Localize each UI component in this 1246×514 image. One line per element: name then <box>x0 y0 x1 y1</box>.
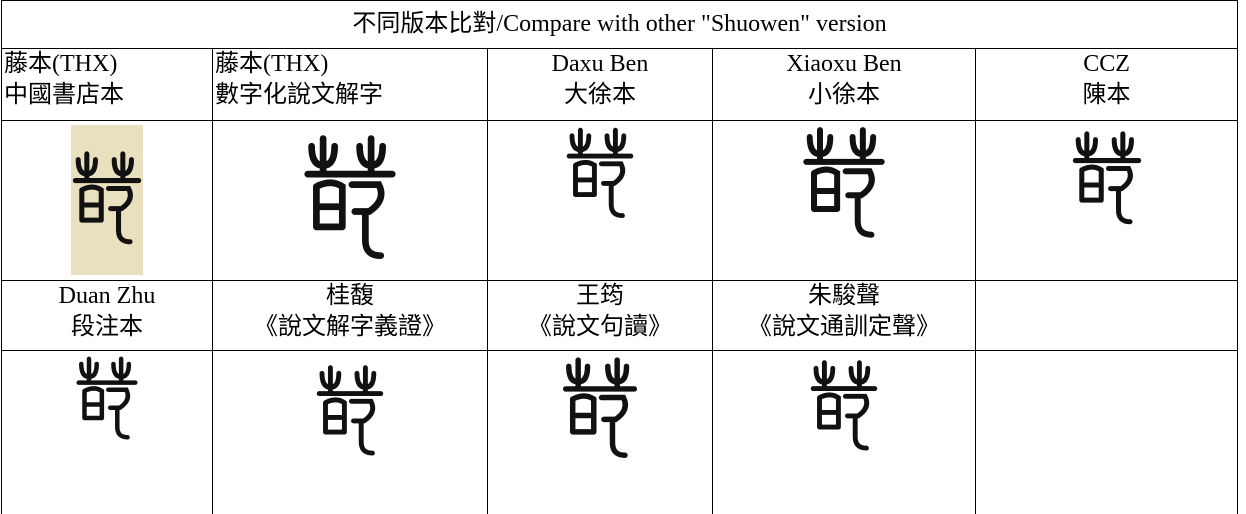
cell-text: 《說文通訓定聲》 <box>748 314 940 340</box>
glyph-cell <box>487 350 713 514</box>
cell-text: 王筠 <box>576 283 624 309</box>
cell-text: 大徐本 <box>564 82 636 108</box>
seal-glyph <box>71 125 143 275</box>
cell-text: 陳本 <box>1082 82 1131 108</box>
seal-glyph <box>798 125 890 245</box>
header-cell: Duan Zhu 段注本 <box>1 280 213 351</box>
cell-text: 藤本(THX) <box>215 51 329 77</box>
seal-glyph <box>302 125 398 275</box>
glyph-cell <box>1 120 213 281</box>
cell-text: 小徐本 <box>808 82 880 108</box>
cell-text: 段注本 <box>71 314 143 340</box>
glyph-cell <box>487 120 713 281</box>
header-cell: 桂馥《說文解字義證》 <box>212 280 488 351</box>
cell-text: 數字化說文解字 <box>215 82 383 108</box>
header-cell: Xiaoxu Ben 小徐本 <box>712 48 976 121</box>
seal-glyph <box>1071 125 1143 235</box>
glyph-cell <box>712 120 976 281</box>
cell-text: CCZ <box>1083 51 1130 77</box>
seal-glyph <box>809 355 879 460</box>
seal-glyph <box>315 355 385 470</box>
header-cell: 藤本(THX) 數字化說文解字 <box>212 48 488 121</box>
header-cell: 藤本(THX) 中國書店本 <box>1 48 213 121</box>
cell-text: Xiaoxu Ben <box>786 51 902 77</box>
seal-glyph <box>565 125 635 225</box>
cell-text: 《說文句讀》 <box>528 314 672 340</box>
glyph-cell <box>974 120 1239 281</box>
header-cell: 朱駿聲《說文通訓定聲》 <box>712 280 976 351</box>
cell-text: 桂馥 <box>326 283 374 309</box>
cell-text: Duan Zhu <box>58 283 156 309</box>
glyph-cell <box>974 350 1239 514</box>
header-cell: Daxu Ben 大徐本 <box>487 48 713 121</box>
seal-glyph <box>73 355 141 445</box>
cell-text: 藤本(THX) <box>4 51 118 77</box>
seal-glyph <box>561 355 639 465</box>
header-cell: CCZ 陳本 <box>974 48 1239 121</box>
header-cell <box>974 280 1239 351</box>
glyph-cell <box>212 120 488 281</box>
cell-text: 中國書店本 <box>4 82 124 108</box>
table-title: 不同版本比對/Compare with other "Shuowen" vers… <box>0 0 1239 49</box>
cell-text: 《說文解字義證》 <box>254 314 446 340</box>
glyph-cell <box>212 350 488 514</box>
header-cell: 王筠 《說文句讀》 <box>487 280 713 351</box>
cell-text: 朱駿聲 <box>808 283 880 309</box>
title-text: 不同版本比對/Compare with other "Shuowen" vers… <box>352 11 887 37</box>
glyph-cell <box>712 350 976 514</box>
glyph-cell <box>1 350 213 514</box>
cell-text: Daxu Ben <box>551 51 649 77</box>
